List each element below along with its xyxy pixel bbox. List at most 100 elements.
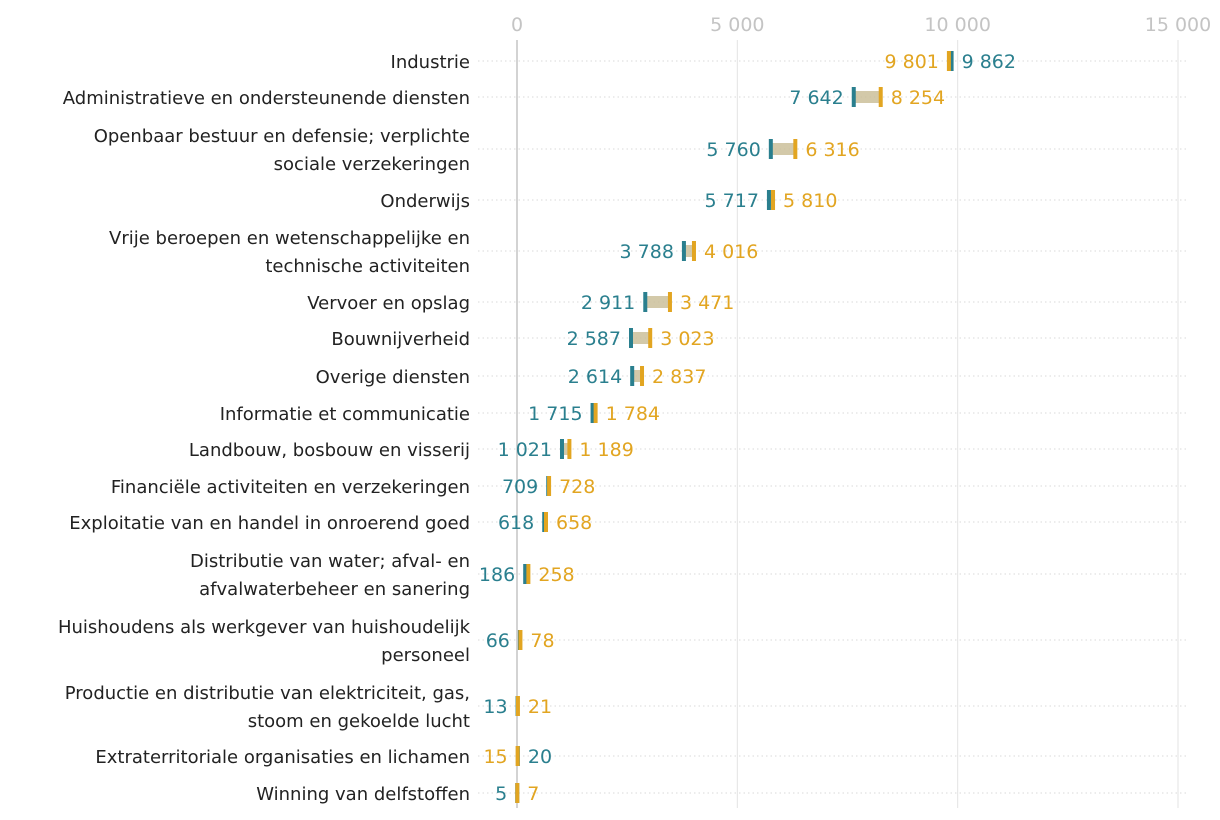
grid-layer	[516, 40, 1179, 808]
category-label-line: Informatie et communicatie	[220, 404, 470, 425]
gold-value-label: 5 810	[783, 190, 837, 212]
x-tick-label: 10 000	[924, 14, 990, 36]
category-label-line: Winning van delfstoffen	[256, 784, 470, 805]
teal-value-label: 709	[502, 476, 538, 498]
dumbbell-mark-layer: 9 801 9 862 7 642 8 254 5 760 6 316 5 717 5 810…	[479, 51, 1016, 805]
gold-value-label: 2 837	[652, 366, 706, 388]
teal-value-label: 66	[486, 630, 510, 652]
x-tick-label: 0	[511, 14, 523, 36]
category-label: Productie en distributie van elektricite…	[65, 683, 470, 732]
category-label: Openbaar bestuur en defensie; verplichte…	[94, 126, 470, 175]
teal-value-label: 3 788	[620, 241, 674, 263]
teal-marker	[681, 241, 686, 261]
category-label-line: stoom en gekoelde lucht	[248, 711, 470, 732]
connector-bar	[561, 443, 570, 455]
category-label: Bouwnijverheid	[331, 329, 470, 350]
gold-marker	[640, 366, 645, 386]
category-label: Vervoer en opslag	[307, 293, 470, 314]
gold-value-label: 258	[538, 564, 574, 586]
gold-value-label: 8 254	[891, 87, 945, 109]
connector-bar	[853, 91, 881, 103]
x-tick-label: 5 000	[710, 14, 764, 36]
category-label-layer: Industrie Administratieve en ondersteunen…	[58, 52, 471, 805]
gold-marker	[771, 190, 776, 210]
teal-value-label: 186	[479, 564, 515, 586]
gold-value-label: 6 316	[805, 139, 859, 161]
gold-marker	[593, 403, 598, 423]
teal-value-label: 13	[483, 696, 507, 718]
gold-marker	[793, 139, 798, 159]
gold-value-label: 7	[527, 783, 539, 805]
gold-value-label: 1 784	[606, 403, 660, 425]
category-label-line: Exploitatie van en handel in onroerend g…	[69, 513, 470, 534]
teal-value-label: 7 642	[789, 87, 843, 109]
gold-value-label: 21	[528, 696, 552, 718]
gold-marker	[878, 87, 883, 107]
gold-marker	[515, 746, 520, 766]
category-label-line: Openbaar bestuur en defensie; verplichte	[94, 126, 470, 147]
category-label-line: Productie en distributie van elektricite…	[65, 683, 470, 704]
teal-value-label: 20	[528, 746, 552, 768]
gold-value-label: 728	[559, 476, 595, 498]
category-label-line: Financiële activiteiten en verzekeringen	[111, 477, 470, 498]
category-label: Winning van delfstoffen	[256, 784, 470, 805]
gold-value-label: 78	[530, 630, 554, 652]
teal-value-label: 9 862	[962, 51, 1016, 73]
category-label-line: sociale verzekeringen	[274, 154, 470, 175]
connector-bar	[632, 370, 643, 382]
category-label-line: Distributie van water; afval- en	[190, 551, 470, 572]
gold-value-label: 9 801	[884, 51, 938, 73]
category-label-line: Huishoudens als werkgever van huishoudel…	[58, 617, 471, 638]
category-label-line: personeel	[381, 645, 470, 666]
gold-marker	[648, 328, 653, 348]
category-label-line: Administratieve en ondersteunende dienst…	[63, 88, 470, 109]
teal-marker	[630, 366, 635, 386]
category-label-line: Overige diensten	[316, 367, 470, 388]
gold-marker	[518, 630, 523, 650]
gold-value-label: 3 023	[660, 328, 714, 350]
connector-bar	[770, 143, 796, 155]
category-label: Distributie van water; afval- en afvalwat…	[190, 551, 470, 600]
connector-bar	[768, 194, 774, 206]
gold-marker	[567, 439, 572, 459]
category-label: Landbouw, bosbouw en visserij	[189, 440, 470, 461]
category-label: Industrie	[391, 52, 470, 73]
gold-marker	[667, 292, 672, 312]
gold-marker	[946, 51, 951, 71]
category-label: Extraterritoriale organisaties en licham…	[95, 747, 470, 768]
category-label-line: afvalwaterbeheer en sanering	[199, 579, 470, 600]
gold-marker	[515, 696, 520, 716]
gold-value-label: 658	[556, 512, 592, 534]
gold-value-label: 15	[483, 746, 507, 768]
teal-marker	[643, 292, 648, 312]
teal-value-label: 618	[498, 512, 534, 534]
gold-marker	[526, 564, 531, 584]
teal-value-label: 2 614	[568, 366, 622, 388]
category-label-line: technische activiteiten	[265, 256, 470, 277]
row-rule-layer	[478, 60, 1186, 794]
teal-marker	[949, 51, 954, 71]
gold-marker	[691, 241, 696, 261]
category-label-line: Industrie	[391, 52, 470, 73]
category-label: Informatie et communicatie	[220, 404, 470, 425]
category-label-line: Extraterritoriale organisaties en licham…	[95, 747, 470, 768]
category-label-line: Onderwijs	[380, 191, 470, 212]
teal-marker	[766, 190, 771, 210]
category-label: Huishoudens als werkgever van huishoudel…	[58, 617, 471, 666]
teal-marker	[590, 403, 595, 423]
teal-value-label: 2 911	[581, 292, 635, 314]
connector-bar	[645, 296, 670, 308]
gold-marker	[547, 476, 552, 496]
gold-value-label: 3 471	[680, 292, 734, 314]
teal-value-label: 5 717	[705, 190, 759, 212]
connector-bar	[683, 245, 694, 257]
teal-value-label: 1 715	[528, 403, 582, 425]
category-label: Vrije beroepen en wetenschappelijke en te…	[109, 228, 470, 277]
teal-marker	[629, 328, 634, 348]
connector-bar	[631, 332, 651, 344]
category-label: Administratieve en ondersteunende dienst…	[63, 88, 470, 109]
teal-value-label: 1 021	[498, 439, 552, 461]
teal-marker	[559, 439, 564, 459]
category-label: Overige diensten	[316, 367, 470, 388]
